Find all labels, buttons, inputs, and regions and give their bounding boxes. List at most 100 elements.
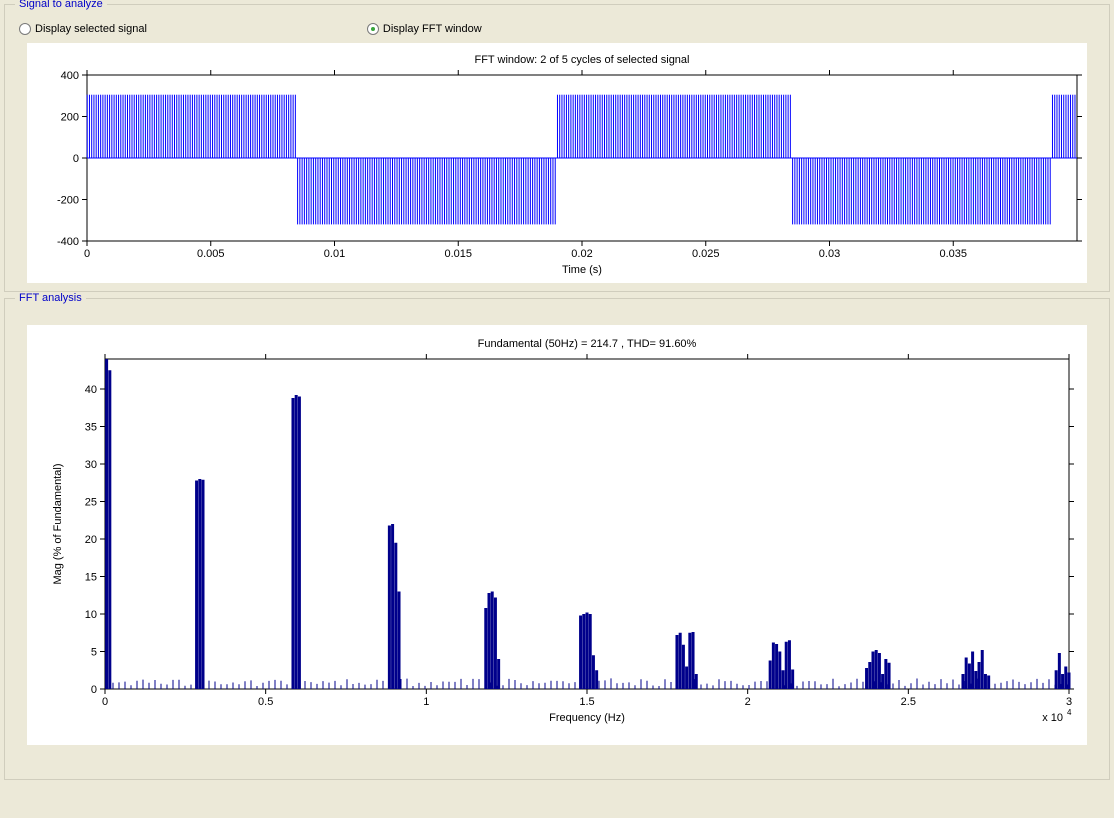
fft-bar [961,674,964,689]
xtick-label: 0.025 [692,248,720,260]
fft-bar [875,650,878,689]
xtick-label: 0.5 [258,696,273,708]
xtick-label: 0 [84,248,90,260]
fft-bar [965,658,968,690]
fft-bar [987,676,990,690]
fft-bar [878,653,881,689]
fft-bar [968,664,971,690]
xtick-label: 1.5 [579,696,594,708]
fft-bar [388,526,391,690]
radio-icon [367,23,379,35]
fft-bar [198,479,201,689]
fft-bar [884,659,887,689]
ytick-label: 5 [91,647,97,659]
fft-bar [592,655,595,689]
signal-chart-title: FFT window: 2 of 5 cycles of selected si… [474,54,689,66]
fft-bar [398,592,401,690]
fft-bar [589,614,592,689]
x-axis-multiplier: x 10 [1042,712,1063,724]
ytick-label: 35 [85,422,97,434]
fft-bar [888,663,891,689]
ytick-label: -200 [57,195,79,207]
fft-chart: Fundamental (50Hz) = 214.7 , THD= 91.60%… [27,325,1087,745]
xtick-label: 0.015 [444,248,472,260]
xtick-label: 0.02 [571,248,592,260]
fft-bar [295,395,298,689]
fft-bar [978,662,981,689]
fft-bar [298,397,301,690]
fft-bar [688,633,691,689]
ytick-label: 30 [85,459,97,471]
fft-bar [595,670,598,689]
fft-bar [1064,667,1067,690]
fft-bar [394,543,397,689]
xtick-label: 2.5 [901,696,916,708]
xtick-label: 1 [423,696,429,708]
fft-bar [108,370,111,689]
radio-row: Display selected signal Display FFT wind… [13,23,1101,43]
fft-bar [788,640,791,689]
ytick-label: 10 [85,609,97,621]
fft-bar [692,632,695,689]
fft-bar [775,644,778,689]
fft-bar [782,670,785,689]
fft-bar [582,614,585,689]
xtick-label: 0.035 [939,248,967,260]
y-axis-label: Mag (% of Fundamental) [52,463,64,584]
fft-bar [679,633,682,689]
fft-bar [871,652,874,690]
xtick-label: 0.01 [324,248,345,260]
fft-bar [1061,674,1064,689]
fft-bar [586,613,589,690]
fft-bar [971,652,974,690]
fft-bar [881,674,884,689]
ytick-label: -400 [57,236,79,248]
ytick-label: 20 [85,534,97,546]
ytick-label: 200 [61,112,79,124]
xtick-label: 0.005 [197,248,225,260]
fft-bar [491,592,494,690]
xtick-label: 0 [102,696,108,708]
fft-panel-title: FFT analysis [15,292,86,304]
fft-bar [195,481,198,690]
radio-label: Display selected signal [35,23,147,35]
x-axis-label: Frequency (Hz) [549,712,625,724]
signal-panel: Signal to analyze Display selected signa… [4,4,1110,292]
fft-bar [1068,673,1071,690]
fft-bar [974,671,977,689]
xtick-label: 3 [1066,696,1072,708]
radio-icon [19,23,31,35]
x-axis-multiplier-exp: 4 [1067,708,1072,717]
radio-display-selected[interactable]: Display selected signal [19,23,147,35]
fft-bar [865,668,868,689]
radio-display-fft-window[interactable]: Display FFT window [367,23,482,35]
fft-bar [685,667,688,690]
fft-bar [984,674,987,689]
ytick-label: 0 [73,153,79,165]
ytick-label: 40 [85,384,97,396]
fft-bar [769,661,772,690]
x-axis-label: Time (s) [562,264,602,276]
fft-bar [1055,670,1058,689]
fft-bar [579,616,582,690]
fft-bar [494,598,497,690]
ytick-label: 400 [61,70,79,82]
fft-bar [484,608,487,689]
ytick-label: 0 [91,684,97,696]
fft-bar [291,398,294,689]
fft-bar [675,635,678,689]
ytick-label: 15 [85,572,97,584]
signal-chart: FFT window: 2 of 5 cycles of selected si… [27,43,1087,283]
ytick-label: 25 [85,497,97,509]
fft-bar [1058,653,1061,689]
fft-bar [791,670,794,690]
fft-bar [981,650,984,689]
fft-bar [497,659,500,689]
fft-bar [772,643,775,690]
fft-bar [105,359,108,689]
fft-bar [202,480,205,689]
fft-panel: FFT analysis Fundamental (50Hz) = 214.7 … [4,298,1110,780]
fft-bar [695,674,698,689]
fft-bar [682,645,685,689]
fft-bar [868,662,871,689]
